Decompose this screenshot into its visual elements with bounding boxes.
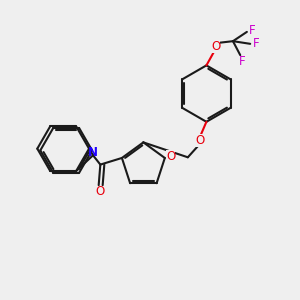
- Text: O: O: [166, 150, 176, 163]
- Text: O: O: [195, 134, 204, 147]
- Text: N: N: [88, 146, 98, 159]
- Text: F: F: [248, 24, 255, 37]
- Text: F: F: [239, 55, 246, 68]
- Text: O: O: [211, 40, 220, 53]
- Text: O: O: [95, 185, 105, 198]
- Text: F: F: [253, 37, 260, 50]
